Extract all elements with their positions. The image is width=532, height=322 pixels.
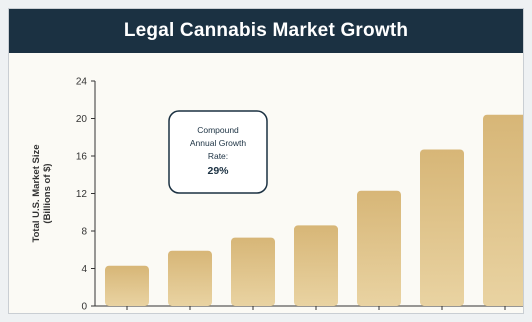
x-tick-label: 2014 [116,312,139,314]
bar-2014 [105,265,149,306]
bar-2019 [420,149,464,306]
bar-2017 [294,225,338,306]
x-tick-label: 2019 [431,312,454,314]
chart-title-bar: Legal Cannabis Market Growth [9,9,523,53]
growth-rate-callout [168,110,268,194]
y-tick-label: 20 [76,114,88,125]
bar-2016 [231,237,275,306]
x-tick-label: 2015 [179,312,202,314]
bar-2018 [357,190,401,306]
bar-2020 [483,114,523,306]
chart-frame: Legal Cannabis Market Growth 0 4 8 12 16 20 24… [8,8,524,314]
y-tick-label: 0 [81,302,87,313]
y-tick-label: 12 [76,189,88,200]
growth-rate-value: 29% [207,165,229,177]
growth-rate-label: Rate: [208,151,228,161]
y-axis-label: (Billions of $) [42,163,53,223]
growth-rate-label: Annual Growth [190,138,246,148]
y-tick-label: 4 [81,264,87,275]
x-tick-label: 2016 [242,312,265,314]
x-tick-label: 2017 [305,312,328,314]
y-tick-label: 8 [81,227,87,238]
x-tick-label: 2020 [494,312,517,314]
growth-rate-label: Compound [197,125,239,135]
bar-chart: 0 4 8 12 16 20 24 Total U.S. Market Size (Billio… [31,77,523,314]
chart-title: Legal Cannabis Market Growth [123,20,409,41]
y-axis-label: Total U.S. Market Size [31,144,42,242]
bar-2015 [168,250,212,306]
y-tick-label: 24 [76,77,88,88]
y-tick-label: 16 [76,152,88,163]
x-tick-label: 2018 [368,312,391,314]
